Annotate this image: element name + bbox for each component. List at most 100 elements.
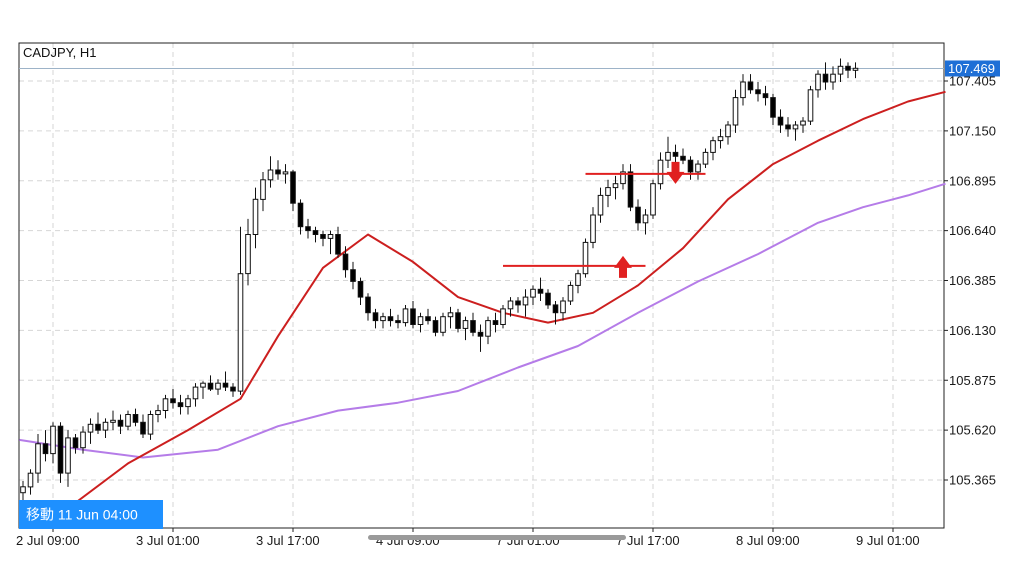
- candle[interactable]: [710, 136, 716, 161]
- candle[interactable]: [192, 383, 199, 407]
- candle[interactable]: [485, 316, 491, 345]
- candle[interactable]: [515, 297, 521, 313]
- candle[interactable]: [95, 412, 101, 435]
- candle[interactable]: [27, 469, 34, 495]
- candle[interactable]: [357, 277, 364, 305]
- candle[interactable]: [755, 81, 761, 102]
- candle[interactable]: [800, 117, 806, 133]
- candle[interactable]: [477, 324, 484, 352]
- candle[interactable]: [125, 410, 131, 431]
- candle[interactable]: [642, 209, 649, 235]
- candle[interactable]: [792, 121, 799, 141]
- candle[interactable]: [372, 308, 379, 329]
- candle[interactable]: [425, 308, 431, 325]
- candle[interactable]: [222, 371, 229, 392]
- candle[interactable]: [665, 136, 671, 169]
- candle[interactable]: [102, 418, 109, 438]
- candle[interactable]: [35, 434, 41, 483]
- candle[interactable]: [117, 414, 124, 435]
- candle[interactable]: [650, 179, 656, 219]
- candle[interactable]: [807, 85, 814, 126]
- candlesticks[interactable]: [20, 58, 859, 501]
- candle[interactable]: [395, 314, 401, 329]
- candle[interactable]: [552, 301, 559, 325]
- candle[interactable]: [687, 156, 694, 180]
- candle[interactable]: [282, 164, 289, 184]
- candle[interactable]: [185, 394, 191, 415]
- candle[interactable]: [567, 281, 574, 305]
- candle[interactable]: [402, 304, 409, 327]
- candle[interactable]: [200, 381, 206, 399]
- candle[interactable]: [672, 144, 679, 165]
- candle[interactable]: [65, 430, 71, 487]
- candle[interactable]: [507, 297, 514, 317]
- candle[interactable]: [522, 289, 529, 317]
- candle[interactable]: [170, 389, 176, 409]
- candle[interactable]: [725, 121, 731, 145]
- candle[interactable]: [597, 187, 604, 223]
- candle[interactable]: [830, 66, 836, 90]
- candle[interactable]: [230, 383, 236, 397]
- candle[interactable]: [702, 148, 709, 169]
- candle[interactable]: [80, 426, 86, 454]
- candle[interactable]: [747, 74, 754, 94]
- candle[interactable]: [575, 269, 581, 294]
- candle[interactable]: [545, 289, 551, 309]
- candle[interactable]: [447, 306, 454, 329]
- candle[interactable]: [20, 480, 26, 501]
- candle[interactable]: [275, 160, 281, 180]
- candle[interactable]: [215, 379, 221, 395]
- horizontal-scrollbar[interactable]: [368, 535, 626, 540]
- candle[interactable]: [822, 62, 829, 90]
- candle[interactable]: [162, 394, 169, 419]
- candle[interactable]: [320, 230, 326, 247]
- candle[interactable]: [732, 89, 739, 133]
- candle[interactable]: [432, 316, 439, 337]
- candle[interactable]: [177, 394, 184, 415]
- candle[interactable]: [380, 312, 386, 329]
- candle[interactable]: [417, 312, 424, 333]
- candle[interactable]: [147, 410, 154, 440]
- candle[interactable]: [837, 58, 844, 82]
- candle[interactable]: [537, 277, 544, 302]
- navigate-box[interactable]: 移動 11 Jun 04:00: [19, 500, 163, 529]
- candle[interactable]: [777, 109, 784, 133]
- candle[interactable]: [440, 312, 446, 337]
- candle[interactable]: [42, 430, 49, 462]
- candle[interactable]: [132, 408, 139, 427]
- candle[interactable]: [350, 261, 356, 290]
- candle[interactable]: [155, 404, 161, 423]
- candle[interactable]: [560, 297, 566, 321]
- candle[interactable]: [462, 316, 469, 341]
- candle[interactable]: [207, 375, 214, 392]
- candle[interactable]: [770, 93, 776, 126]
- candle[interactable]: [590, 207, 596, 249]
- candle[interactable]: [290, 169, 296, 212]
- candle[interactable]: [455, 308, 461, 333]
- candle[interactable]: [305, 218, 311, 239]
- candle[interactable]: [627, 164, 634, 212]
- candle[interactable]: [845, 62, 851, 79]
- candle[interactable]: [260, 171, 266, 212]
- candle[interactable]: [252, 187, 259, 249]
- candle[interactable]: [500, 304, 506, 329]
- candle[interactable]: [87, 418, 94, 444]
- candle[interactable]: [717, 128, 724, 149]
- candle[interactable]: [297, 199, 304, 235]
- candle[interactable]: [365, 293, 371, 321]
- candle[interactable]: [680, 148, 686, 165]
- candle[interactable]: [530, 285, 536, 305]
- candle[interactable]: [785, 117, 791, 137]
- candle[interactable]: [312, 226, 319, 243]
- candle[interactable]: [140, 414, 146, 438]
- candle[interactable]: [335, 226, 341, 259]
- candle[interactable]: [582, 238, 589, 278]
- candle[interactable]: [635, 199, 641, 231]
- candle[interactable]: [657, 152, 664, 190]
- candle[interactable]: [110, 410, 116, 431]
- candle[interactable]: [50, 422, 56, 464]
- candle[interactable]: [237, 226, 244, 395]
- candle[interactable]: [612, 175, 619, 200]
- candle[interactable]: [762, 85, 769, 106]
